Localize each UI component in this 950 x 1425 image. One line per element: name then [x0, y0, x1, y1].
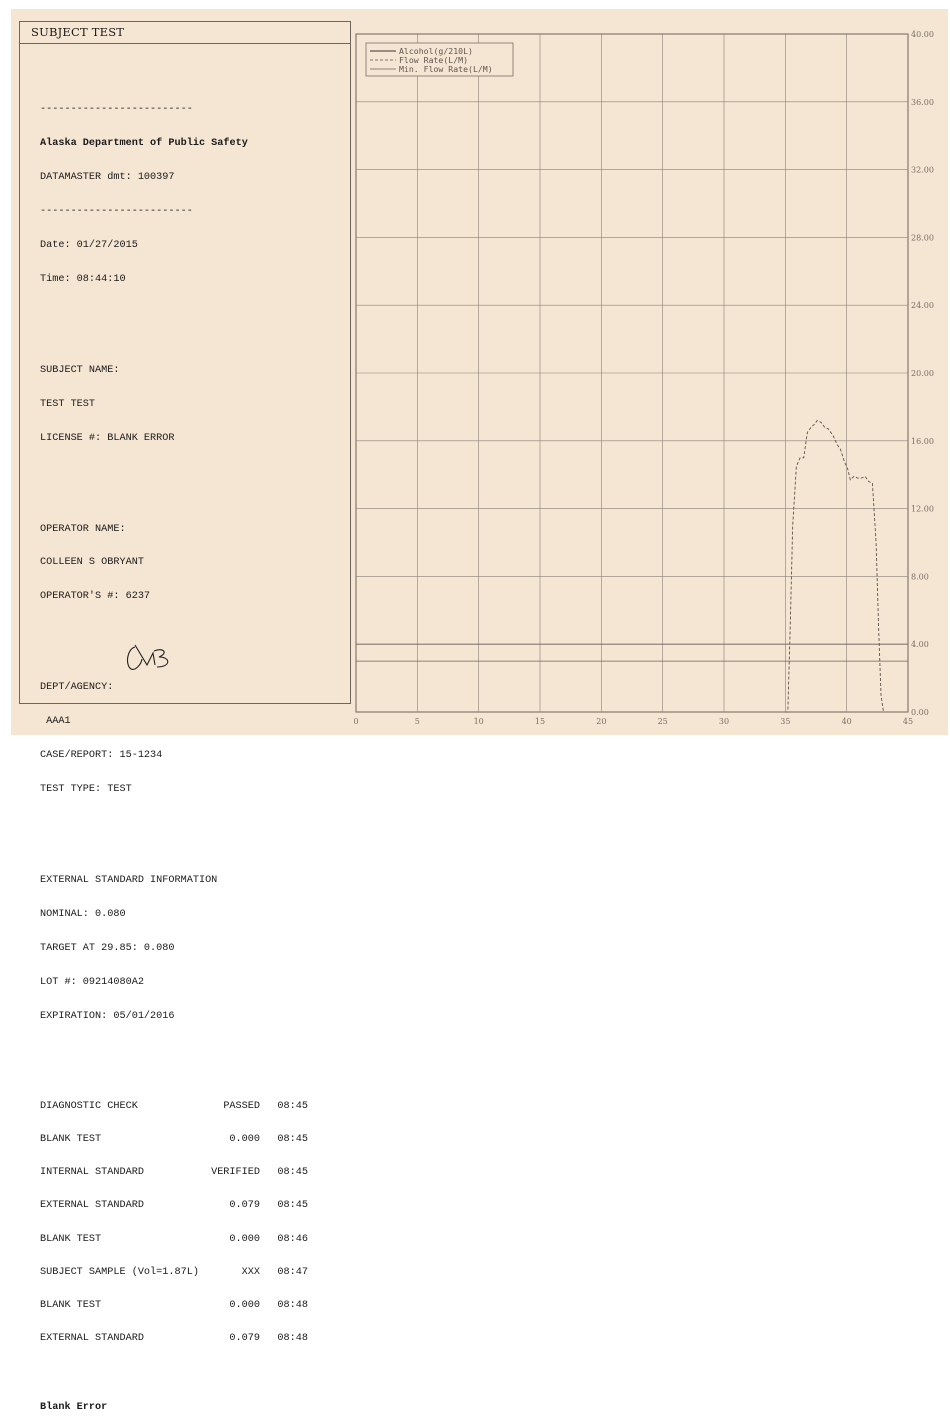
legend-label: Min. Flow Rate(L/M)	[399, 64, 493, 74]
x-tick-label: 40	[842, 717, 852, 726]
separator: -------------------------	[40, 205, 193, 217]
sequence-value: 0.000	[229, 1299, 260, 1311]
x-tick-label: 10	[474, 717, 484, 726]
series-lines	[356, 419, 908, 713]
sequence-label: BLANK TEST	[40, 1134, 102, 1146]
y-tick-label: 28.00	[911, 233, 934, 242]
sequence-row: BLANK TEST 0.000 08:46	[40, 1233, 308, 1246]
sequence-row: BLANK TEST 0.000 08:48	[40, 1299, 308, 1312]
expiration-date: EXPIRATION: 05/01/2016	[40, 1010, 175, 1022]
sequence-row: DIAGNOSTIC CHECK PASSED 08:45	[40, 1100, 308, 1113]
separator: -------------------------	[40, 104, 193, 116]
x-tick-label: 25	[658, 717, 668, 726]
sequence-row: EXTERNAL STANDARD 0.079 08:45	[40, 1201, 308, 1212]
sequence-value: 0.000	[229, 1233, 260, 1245]
sequence-row: INTERNAL STANDARD VERIFIED 08:45	[40, 1168, 308, 1179]
x-tick-label: 0	[353, 717, 358, 726]
subject-block: SUBJECT NAME: TEST TEST LICENSE #: BLANK…	[40, 342, 340, 466]
test-sequence: DIAGNOSTIC CHECK PASSED 08:45 BLANK TEST 0.…	[40, 1079, 308, 1367]
report-panel: SUBJECT TEST	[19, 21, 351, 704]
agency-name: Alaska Department of Public Safety	[40, 138, 248, 150]
test-time: Time: 08:44:10	[40, 273, 126, 285]
ext-std-heading: EXTERNAL STANDARD INFORMATION	[40, 875, 218, 887]
sequence-value: 0.079	[229, 1200, 260, 1212]
y-tick-label: 0.00	[911, 708, 929, 717]
chart-legend: Alcohol(g/210L)Flow Rate(L/M)Min. Flow R…	[365, 42, 514, 77]
sequence-time: 08:46	[277, 1233, 308, 1245]
sequence-time: 08:45	[277, 1100, 308, 1112]
legend-box	[365, 42, 514, 77]
sequence-value: VERIFIED	[211, 1167, 260, 1179]
sequence-row: BLANK TEST 0.000 08:45	[40, 1134, 308, 1146]
sequence-label: INTERNAL STANDARD	[40, 1167, 144, 1179]
sequence-label: EXTERNAL STANDARD	[40, 1200, 144, 1212]
gridlines	[356, 34, 908, 712]
x-tick-label: 30	[719, 717, 729, 726]
instrument-id: DATAMASTER dmt: 100397	[40, 171, 175, 183]
sequence-label: SUBJECT SAMPLE (Vol=1.87L)	[40, 1266, 199, 1278]
y-tick-label: 24.00	[911, 301, 934, 310]
sequence-time: 08:45	[277, 1167, 308, 1179]
sequence-label: BLANK TEST	[40, 1299, 102, 1311]
report-sheet	[11, 9, 948, 735]
y-tick-label: 12.00	[911, 505, 934, 514]
x-tick-labels: 0 5 10 15 20 25 30 35 40 45	[353, 717, 913, 726]
operator-name: COLLEEN S OBRYANT	[40, 557, 144, 569]
sequence-value: PASSED	[223, 1100, 260, 1112]
sequence-time: 08:47	[277, 1266, 308, 1278]
sequence-time: 08:45	[277, 1134, 308, 1146]
y-tick-label: 20.00	[911, 369, 934, 378]
operator-number: OPERATOR'S #: 6237	[40, 591, 151, 603]
operator-block: OPERATOR NAME: COLLEEN S OBRYANT OPERATO…	[40, 501, 340, 625]
report-title: SUBJECT TEST	[20, 22, 350, 44]
sequence-time: 08:45	[277, 1200, 308, 1212]
legend-label: Flow Rate(L/M)	[399, 55, 468, 65]
header-block: ------------------------- Alaska Departm…	[40, 82, 340, 308]
y-tick-label: 36.00	[911, 98, 934, 107]
sequence-label: BLANK TEST	[40, 1233, 102, 1245]
x-tick-label: 20	[596, 717, 606, 726]
case-report: CASE/REPORT: 15-1234	[40, 750, 163, 762]
nominal-value: NOMINAL: 0.080	[40, 909, 126, 921]
sequence-value: 0.000	[229, 1134, 260, 1146]
y-tick-label: 8.00	[911, 572, 929, 581]
subject-name: TEST TEST	[40, 398, 96, 410]
dept-label: DEPT/AGENCY:	[40, 682, 114, 694]
operator-signature	[126, 644, 169, 670]
x-tick-label: 35	[780, 717, 790, 726]
test-result: Blank Error	[40, 1401, 108, 1413]
x-tick-label: 15	[535, 717, 545, 726]
sequence-time: 08:48	[277, 1333, 308, 1345]
legend-label: Alcohol(g/210L)	[399, 46, 473, 56]
sequence-label: DIAGNOSTIC CHECK	[40, 1100, 138, 1112]
dept-value: AAA1	[40, 716, 71, 728]
chart-canvas: 0 5 10 15 20 25 30 35 40 45 0.00 4.00 8.00 12.00 16.0…	[353, 30, 934, 726]
external-standard-block: EXTERNAL STANDARD INFORMATION NOMINAL: 0…	[40, 853, 340, 1045]
sequence-value: XXX	[241, 1266, 260, 1278]
y-tick-label: 16.00	[911, 437, 934, 446]
test-date: Date: 01/27/2015	[40, 239, 138, 251]
x-tick-label: 5	[415, 717, 420, 726]
y-tick-labels: 0.00 4.00 8.00 12.00 16.00 20.00 24.00 28.00 32.…	[911, 30, 934, 717]
target-value: TARGET AT 29.85: 0.080	[40, 942, 175, 954]
lot-number: LOT #: 09214080A2	[40, 976, 144, 988]
y-tick-label: 4.00	[911, 640, 929, 649]
test-type: TEST TYPE: TEST	[40, 784, 132, 796]
license-number: LICENSE #: BLANK ERROR	[40, 432, 175, 444]
sequence-row: EXTERNAL STANDARD 0.079 08:48	[40, 1334, 308, 1345]
operator-name-label: OPERATOR NAME:	[40, 523, 126, 535]
sequence-value: 0.079	[229, 1333, 260, 1345]
breath-test-chart: 0 5 10 15 20 25 30 35 40 45 0.00 4.00 8.00 12.00 16.0…	[353, 30, 934, 726]
y-tick-label: 40.00	[911, 30, 934, 39]
y-tick-label: 32.00	[911, 166, 934, 175]
subject-name-label: SUBJECT NAME:	[40, 364, 120, 376]
sequence-row: SUBJECT SAMPLE (Vol=1.87L) XXX 08:47	[40, 1266, 308, 1279]
x-tick-label: 45	[903, 717, 913, 726]
flow-rate-line	[785, 419, 884, 713]
sequence-time: 08:48	[277, 1299, 308, 1311]
sequence-label: EXTERNAL STANDARD	[40, 1333, 144, 1345]
